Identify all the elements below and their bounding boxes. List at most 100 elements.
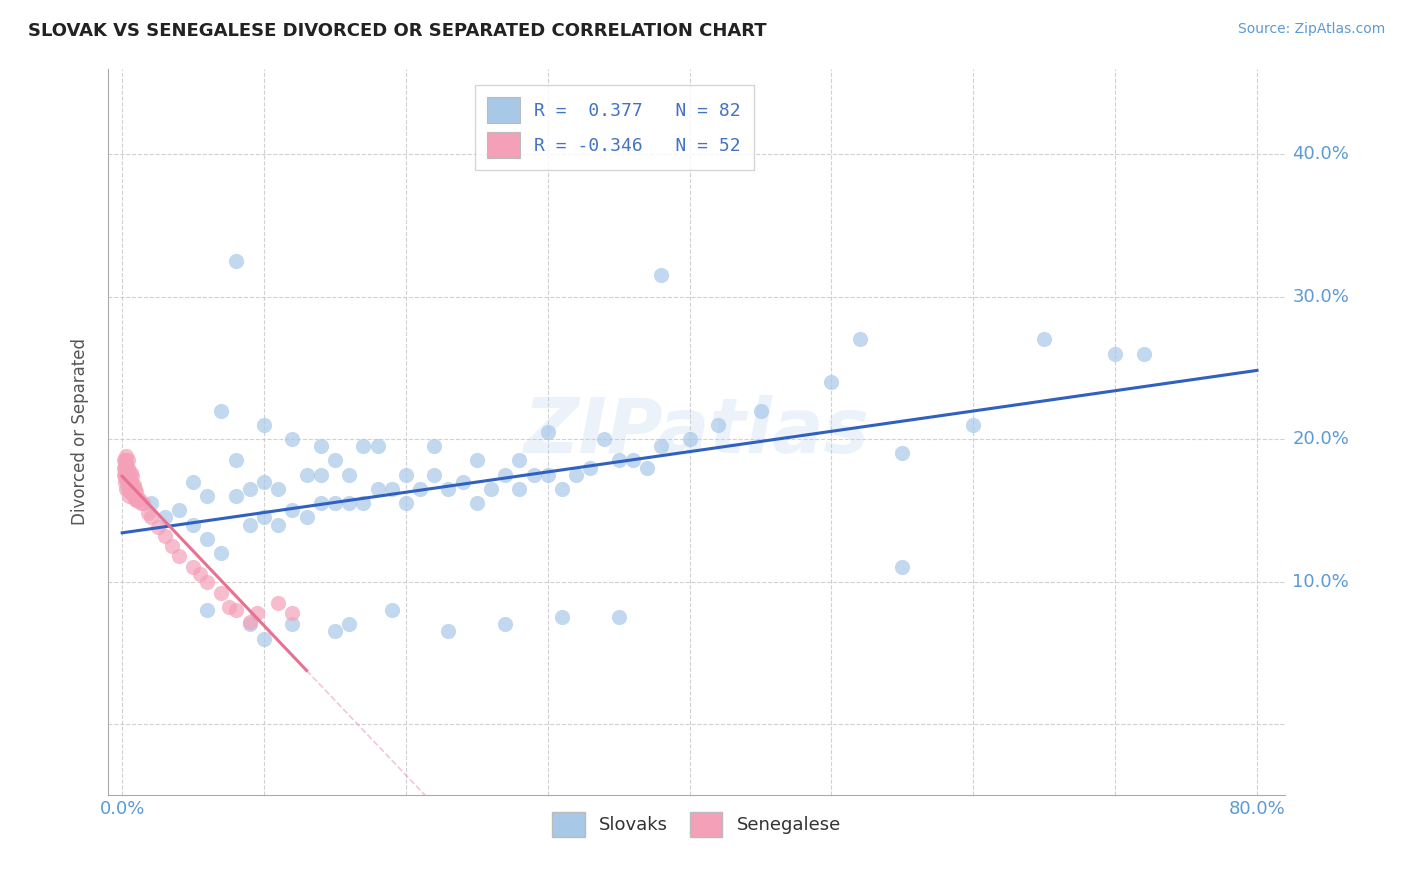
Point (551, 482, 574, 496)
Point (381, 482, 404, 496)
Point (295, 510, 318, 524)
Text: 30.0%: 30.0% (1292, 287, 1350, 306)
Point (167, 549, 190, 563)
Point (537, 425, 560, 439)
Point (437, 482, 460, 496)
Point (121, 477, 143, 491)
Point (211, 546, 233, 560)
Point (114, 475, 136, 489)
Point (112, 453, 135, 467)
Point (124, 491, 146, 506)
Point (551, 610, 574, 624)
Point (337, 467, 360, 482)
Point (423, 467, 446, 482)
Point (962, 417, 984, 432)
Point (621, 453, 644, 467)
Point (494, 467, 516, 482)
Point (707, 417, 730, 432)
Point (579, 460, 602, 475)
Point (323, 496, 346, 510)
Point (281, 503, 304, 517)
Point (508, 482, 530, 496)
Point (211, 586, 233, 600)
Point (465, 496, 488, 510)
Point (678, 432, 700, 446)
Point (239, 617, 262, 632)
Point (225, 254, 247, 268)
Point (253, 510, 276, 524)
Point (120, 475, 142, 489)
Text: 40.0%: 40.0% (1292, 145, 1350, 163)
Point (195, 603, 218, 617)
Point (281, 606, 304, 620)
Point (115, 449, 138, 463)
Point (195, 489, 218, 503)
Point (1104, 346, 1126, 360)
Point (195, 574, 218, 589)
Point (117, 482, 139, 496)
Point (537, 467, 560, 482)
Point (115, 482, 138, 496)
Point (122, 477, 145, 491)
Point (352, 496, 374, 510)
Point (1132, 346, 1154, 360)
Point (593, 432, 616, 446)
Point (121, 486, 143, 500)
Point (650, 439, 672, 453)
Point (849, 332, 872, 346)
Point (125, 484, 148, 499)
Point (139, 496, 162, 510)
Point (337, 496, 360, 510)
Point (118, 477, 141, 491)
Point (117, 460, 139, 475)
Point (112, 460, 135, 475)
Point (295, 467, 318, 482)
Point (128, 491, 150, 506)
Text: 20.0%: 20.0% (1292, 430, 1350, 448)
Point (114, 453, 136, 467)
Point (118, 467, 141, 482)
Point (120, 467, 142, 481)
Point (508, 453, 530, 467)
Point (267, 517, 290, 532)
Point (636, 460, 658, 475)
Point (337, 617, 360, 632)
Point (267, 482, 290, 496)
Point (323, 453, 346, 467)
Point (181, 475, 204, 489)
Text: SLOVAK VS SENEGALESE DIVORCED OR SEPARATED CORRELATION CHART: SLOVAK VS SENEGALESE DIVORCED OR SEPARAT… (28, 22, 766, 40)
Point (225, 603, 247, 617)
Point (352, 439, 374, 453)
Point (136, 506, 159, 520)
Text: ZIPatlas: ZIPatlas (523, 395, 870, 469)
Point (239, 482, 262, 496)
Point (607, 453, 630, 467)
Point (246, 606, 269, 620)
Point (395, 496, 418, 510)
Point (281, 617, 304, 632)
Point (309, 439, 332, 453)
Point (479, 482, 502, 496)
Point (115, 463, 138, 477)
Point (121, 469, 143, 483)
Point (239, 615, 262, 629)
Point (253, 632, 276, 646)
Point (565, 467, 588, 482)
Point (117, 475, 139, 489)
Point (218, 600, 240, 615)
Point (367, 482, 389, 496)
Point (211, 403, 233, 417)
Point (127, 493, 149, 508)
Point (323, 624, 346, 639)
Point (122, 489, 145, 503)
Point (267, 596, 290, 610)
Point (437, 624, 460, 639)
Point (120, 486, 142, 500)
Point (124, 482, 146, 496)
Point (494, 617, 516, 632)
Point (118, 489, 141, 503)
Point (891, 560, 914, 574)
Point (309, 496, 332, 510)
Point (146, 520, 169, 534)
Point (309, 467, 332, 482)
